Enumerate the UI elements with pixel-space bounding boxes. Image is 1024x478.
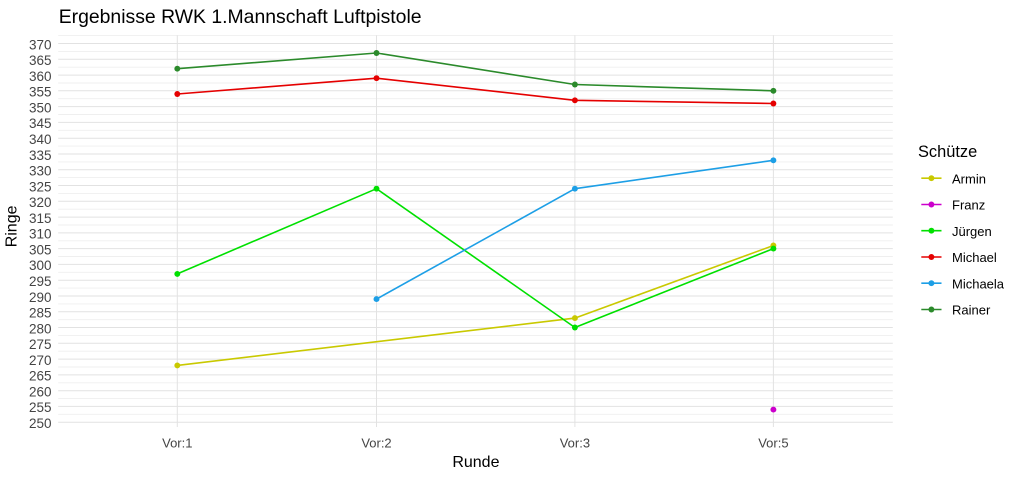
svg-text:305: 305 <box>29 242 52 257</box>
svg-text:365: 365 <box>29 53 52 68</box>
svg-text:330: 330 <box>29 164 52 179</box>
svg-text:Armin: Armin <box>952 171 986 186</box>
svg-text:265: 265 <box>29 369 52 384</box>
svg-text:310: 310 <box>29 227 52 242</box>
svg-text:Vor:3: Vor:3 <box>560 435 590 450</box>
svg-text:Vor:5: Vor:5 <box>758 435 788 450</box>
svg-text:350: 350 <box>29 100 52 115</box>
svg-text:315: 315 <box>29 211 52 226</box>
svg-text:Vor:1: Vor:1 <box>162 435 192 450</box>
svg-text:285: 285 <box>29 306 52 321</box>
svg-text:290: 290 <box>29 290 52 305</box>
svg-text:280: 280 <box>29 321 52 336</box>
svg-text:275: 275 <box>29 337 52 352</box>
svg-text:Runde: Runde <box>452 454 499 471</box>
svg-text:Michael: Michael <box>952 250 997 265</box>
svg-text:250: 250 <box>29 416 52 431</box>
svg-text:345: 345 <box>29 116 52 131</box>
svg-text:300: 300 <box>29 258 52 273</box>
svg-text:Schütze: Schütze <box>918 143 977 161</box>
svg-text:Rainer: Rainer <box>952 303 991 318</box>
svg-text:335: 335 <box>29 148 52 163</box>
svg-text:355: 355 <box>29 85 52 100</box>
svg-text:Franz: Franz <box>952 198 985 213</box>
svg-text:Jürgen: Jürgen <box>952 224 992 239</box>
svg-text:340: 340 <box>29 132 52 147</box>
svg-text:Michaela: Michaela <box>952 276 1005 291</box>
svg-text:Ergebnisse RWK 1.Mannschaft Lu: Ergebnisse RWK 1.Mannschaft Luftpistole <box>59 6 422 28</box>
svg-text:270: 270 <box>29 353 52 368</box>
svg-text:255: 255 <box>29 400 52 415</box>
svg-text:325: 325 <box>29 179 52 194</box>
svg-text:320: 320 <box>29 195 52 210</box>
svg-text:370: 370 <box>29 37 52 52</box>
svg-text:Vor:2: Vor:2 <box>361 435 391 450</box>
svg-text:295: 295 <box>29 274 52 289</box>
svg-text:Ringe: Ringe <box>4 205 21 247</box>
svg-text:360: 360 <box>29 69 52 84</box>
svg-text:260: 260 <box>29 385 52 400</box>
